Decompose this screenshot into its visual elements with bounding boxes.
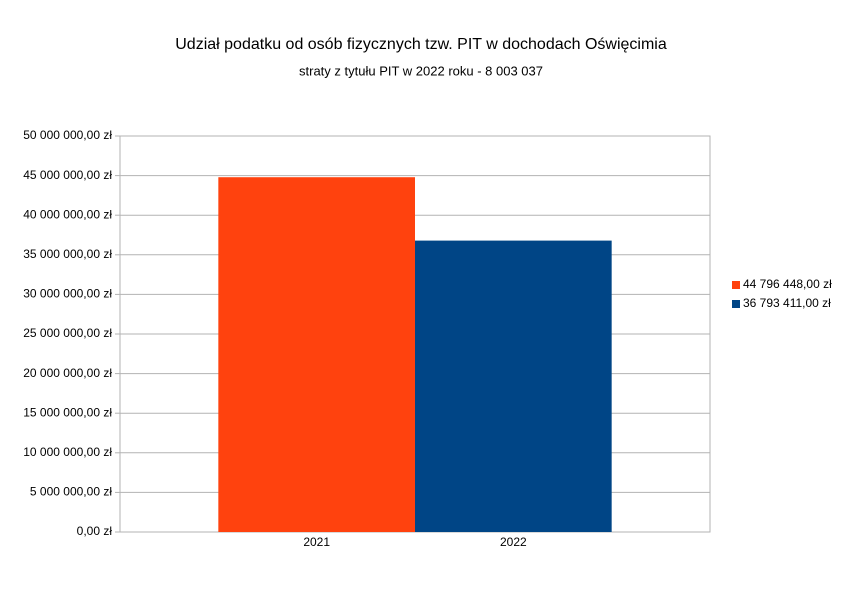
y-tick-label: 5 000 000,00 zł bbox=[30, 485, 112, 499]
legend-swatch bbox=[732, 300, 740, 308]
y-tick-label: 25 000 000,00 zł bbox=[23, 326, 112, 340]
bar bbox=[415, 240, 612, 532]
y-tick-label: 10 000 000,00 zł bbox=[23, 445, 112, 459]
y-tick-label: 35 000 000,00 zł bbox=[23, 247, 112, 261]
y-tick-label: 40 000 000,00 zł bbox=[23, 207, 112, 221]
y-tick-label: 50 000 000,00 zł bbox=[23, 128, 112, 142]
chart-subtitle: straty z tytułu PIT w 2022 roku - 8 003 … bbox=[299, 63, 543, 78]
y-tick-label: 0,00 zł bbox=[77, 524, 113, 538]
chart-title: Udział podatku od osób fizycznych tzw. P… bbox=[175, 36, 667, 53]
bar bbox=[218, 177, 415, 532]
x-tick-label: 2022 bbox=[500, 535, 527, 549]
y-tick-label: 15 000 000,00 zł bbox=[23, 405, 112, 419]
y-tick-label: 30 000 000,00 zł bbox=[23, 287, 112, 301]
legend-label: 44 796 448,00 zł bbox=[743, 277, 832, 291]
x-tick-label: 2021 bbox=[303, 535, 330, 549]
y-tick-label: 45 000 000,00 zł bbox=[23, 168, 112, 182]
y-tick-label: 20 000 000,00 zł bbox=[23, 366, 112, 380]
legend-swatch bbox=[732, 281, 740, 289]
legend-label: 36 793 411,00 zł bbox=[743, 296, 831, 310]
